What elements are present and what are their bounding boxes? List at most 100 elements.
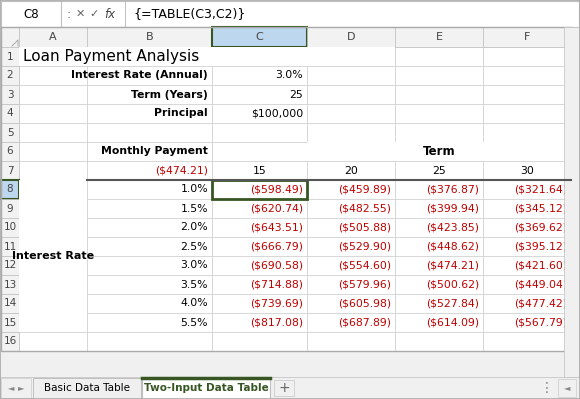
Text: ($690.58): ($690.58) xyxy=(250,261,303,271)
Bar xyxy=(1,275,19,294)
Bar xyxy=(307,294,395,313)
Bar xyxy=(307,332,395,351)
Text: fx: fx xyxy=(104,8,115,20)
Bar xyxy=(19,142,87,161)
Bar xyxy=(1,104,19,123)
Bar xyxy=(212,199,307,218)
Bar xyxy=(87,237,212,256)
Bar xyxy=(142,378,270,399)
Bar xyxy=(87,275,212,294)
Bar xyxy=(1,85,19,104)
Text: 5.5%: 5.5% xyxy=(180,318,208,328)
Text: 7: 7 xyxy=(7,166,13,176)
Bar xyxy=(483,313,571,332)
Bar xyxy=(1,123,19,142)
Text: ($620.74): ($620.74) xyxy=(250,203,303,213)
Bar xyxy=(212,180,307,199)
Text: ◄: ◄ xyxy=(8,383,15,393)
Bar xyxy=(395,199,483,218)
Bar xyxy=(212,294,307,313)
Bar xyxy=(483,275,571,294)
Bar xyxy=(19,180,87,199)
Text: ◄: ◄ xyxy=(564,383,570,393)
Text: ($345.12): ($345.12) xyxy=(514,203,567,213)
Bar xyxy=(483,237,571,256)
Bar xyxy=(212,161,307,180)
Bar xyxy=(483,332,571,351)
Text: 15: 15 xyxy=(3,318,17,328)
Bar xyxy=(1,199,19,218)
Text: ($423.85): ($423.85) xyxy=(426,223,479,233)
Text: Term (Years): Term (Years) xyxy=(131,89,208,99)
Bar xyxy=(483,161,571,180)
Bar xyxy=(87,332,212,351)
Bar xyxy=(87,313,212,332)
Text: C8: C8 xyxy=(23,8,39,20)
Text: Basic Data Table: Basic Data Table xyxy=(44,383,130,393)
Bar xyxy=(483,104,571,123)
Bar xyxy=(483,142,571,161)
Bar xyxy=(483,66,571,85)
Text: 6: 6 xyxy=(7,146,13,156)
Bar xyxy=(395,218,483,237)
Text: ✕: ✕ xyxy=(76,9,85,19)
Bar xyxy=(87,123,212,142)
Bar xyxy=(1,237,19,256)
Text: 2.5%: 2.5% xyxy=(180,241,208,251)
Text: 1.0%: 1.0% xyxy=(180,184,208,194)
Text: ($714.88): ($714.88) xyxy=(250,280,303,290)
Bar xyxy=(483,218,571,237)
Text: 2.0%: 2.0% xyxy=(180,223,208,233)
Bar xyxy=(212,104,307,123)
Text: F: F xyxy=(524,32,530,42)
Text: $100,000: $100,000 xyxy=(251,109,303,119)
Bar xyxy=(307,142,571,161)
Bar xyxy=(395,47,483,66)
Bar xyxy=(307,161,395,180)
Text: 1.5%: 1.5% xyxy=(180,203,208,213)
Text: 20: 20 xyxy=(344,166,358,176)
Bar xyxy=(307,180,395,199)
Bar xyxy=(307,142,395,161)
Bar xyxy=(1,27,19,47)
Text: 9: 9 xyxy=(7,203,13,213)
Bar xyxy=(307,47,395,66)
Bar xyxy=(19,199,87,218)
Bar xyxy=(307,237,395,256)
Bar xyxy=(1,294,19,313)
Bar xyxy=(395,275,483,294)
Bar xyxy=(125,1,126,27)
Bar xyxy=(19,66,87,85)
Bar xyxy=(212,218,307,237)
Bar xyxy=(307,256,395,275)
Bar xyxy=(483,180,571,199)
Bar xyxy=(87,66,212,85)
Text: 15: 15 xyxy=(253,166,266,176)
Bar xyxy=(19,256,87,275)
Bar xyxy=(87,142,212,161)
Text: {=TABLE(C3,C2)}: {=TABLE(C3,C2)} xyxy=(133,8,245,20)
Text: Interest Rate (Annual): Interest Rate (Annual) xyxy=(71,71,208,81)
Bar xyxy=(212,256,307,275)
Bar xyxy=(87,27,212,47)
Bar xyxy=(19,104,87,123)
Text: ($474.21): ($474.21) xyxy=(426,261,479,271)
Bar xyxy=(1,332,19,351)
Bar xyxy=(1,256,19,275)
Bar xyxy=(212,142,307,161)
Text: 25: 25 xyxy=(432,166,446,176)
Bar xyxy=(19,332,87,351)
Text: ($449.04): ($449.04) xyxy=(514,280,567,290)
Bar xyxy=(212,47,307,66)
Bar xyxy=(1,47,19,66)
Text: 1: 1 xyxy=(7,51,13,61)
Bar xyxy=(87,104,212,123)
Bar xyxy=(19,47,395,66)
Bar xyxy=(483,47,571,66)
Bar xyxy=(87,85,212,104)
Text: ($474.21): ($474.21) xyxy=(155,166,208,176)
Bar xyxy=(19,161,87,180)
Text: ($614.09): ($614.09) xyxy=(426,318,479,328)
Text: Term: Term xyxy=(423,145,455,158)
Bar xyxy=(395,180,483,199)
